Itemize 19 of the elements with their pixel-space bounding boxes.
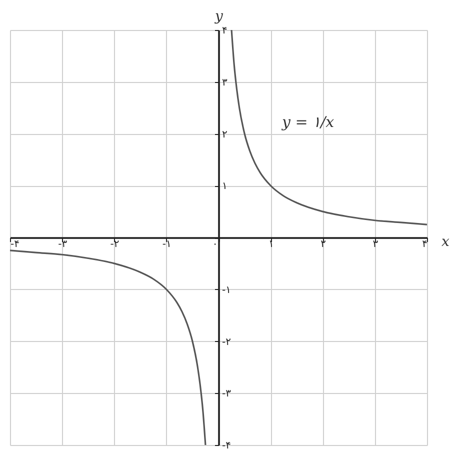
x-tick-label: ۱ [268,239,274,250]
y-tick-label: -۴ [222,440,231,452]
y-axis-title: y [214,8,224,24]
line-series [230,30,427,226]
annotation: y = ۱/x [281,113,335,131]
y-tick-label: -۳ [222,388,232,400]
x-tick-label: ۲ [320,239,326,250]
line-series [10,250,206,445]
x-tick-label: -۱ [162,239,172,250]
x-axis-title: x [442,234,450,250]
y-tick-label: ۳ [222,77,228,88]
x-tick-label: ۰ [212,239,218,250]
y-tick-label: -۲ [222,336,231,348]
y-tick-label: -۱ [222,284,231,296]
x-tick-label: ۴ [422,239,428,250]
y-tick-label: ۲ [222,129,228,140]
y-tick-label: ۱ [222,181,228,192]
x-tick-label: -۴ [10,239,20,250]
y-tick-label: ۴ [222,26,228,36]
